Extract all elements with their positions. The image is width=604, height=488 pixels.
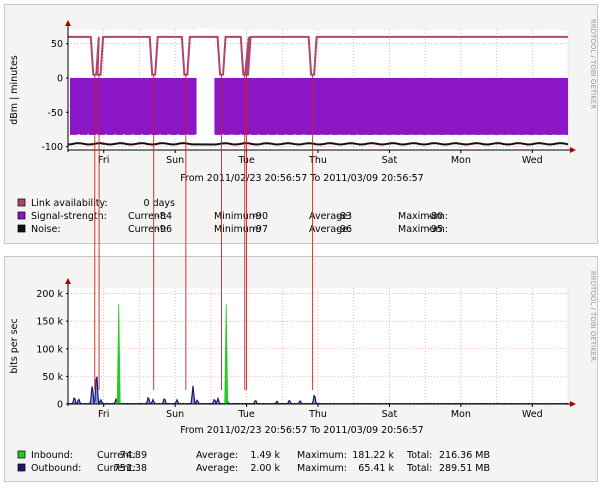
legend-swatch	[17, 450, 26, 459]
legend-stat-label: Total:	[406, 463, 432, 474]
x-tick-label: Sat	[382, 155, 398, 166]
legend-stat-label: Current:	[97, 450, 136, 461]
traffic-y-tick-labels: 0 50 k 100 k 150 k 200 k	[36, 289, 63, 410]
legend-stat-label: Minimum:	[214, 224, 261, 235]
x-tick-label: Fri	[98, 155, 109, 166]
traffic-gridlines	[67, 288, 569, 404]
legend-swatch	[17, 224, 26, 233]
legend-stat-value: -84	[156, 211, 172, 222]
legend-stat-label: Average:	[309, 211, 351, 222]
legend-stat-value: 2.00 k	[250, 463, 280, 474]
x-tick-label: Tue	[237, 409, 254, 420]
legend-swatch	[17, 463, 26, 472]
x-axis-arrow	[570, 401, 576, 407]
gap-blank	[196, 28, 215, 144]
legend-stat-value: 289.51 MB	[439, 463, 490, 474]
legend-stat-label: Maximum:	[297, 450, 347, 461]
y-tick-label: -100	[41, 142, 63, 153]
legend-series-name: Outbound:	[31, 463, 81, 474]
signal-range-label: From 2011/02/23 20:56:57 To 2011/03/09 2…	[180, 173, 423, 184]
y-axis-arrow	[65, 278, 71, 284]
legend-stat-value: 181.22 k	[352, 450, 394, 461]
signal-y-tick-labels: 50 0 -50 -100	[41, 39, 63, 153]
x-tick-label: Mon	[451, 409, 471, 420]
event-markers	[94, 74, 314, 390]
legend-series-name: Signal-strength:	[31, 211, 107, 222]
link-availability-line	[68, 35, 568, 76]
legend-series-name: Noise:	[31, 224, 61, 235]
legend-stat-value: -80	[427, 211, 443, 222]
y-tick-label: 200 k	[36, 289, 63, 300]
legend-stat-label: Maximum:	[398, 224, 448, 235]
traffic-axes	[65, 278, 576, 407]
legend-stat-value: 74.89	[120, 450, 147, 461]
legend-stat-label: Average:	[196, 450, 238, 461]
legend-stat-value: -95	[427, 224, 443, 235]
traffic-y-axis-label: bits per sec	[9, 318, 20, 373]
watermark: RRDTOOL / TOBI OETIKER	[589, 271, 597, 361]
legend-stat-label: Total:	[406, 450, 432, 461]
legend-stat-value: -83	[336, 211, 352, 222]
legend-stat-value: 751.38	[114, 463, 147, 474]
legend-stat-label: Current:	[128, 211, 167, 222]
x-tick-label: Fri	[98, 409, 109, 420]
legend-stat-value: 65.41 k	[358, 463, 394, 474]
y-tick-label: 0	[57, 400, 63, 411]
signal-lower-edge	[69, 134, 569, 140]
legend-stat-label: Maximum:	[398, 211, 448, 222]
y-axis-arrow	[65, 20, 71, 26]
x-tick-label: Wed	[522, 155, 543, 166]
legend-series-name: Link availability:	[31, 198, 108, 209]
x-axis-arrow	[570, 147, 576, 153]
legend-series-name: Inbound:	[31, 450, 73, 461]
traffic-x-tick-labels: Fri Sun Tue Thu Sat Mon Wed	[98, 409, 543, 420]
legend-stat-label: Current:	[97, 463, 136, 474]
x-tick-label: Sun	[166, 409, 184, 420]
y-tick-label: 50	[51, 39, 63, 50]
y-tick-label: -50	[47, 108, 63, 119]
y-tick-label: 0	[57, 74, 63, 85]
signal-y-axis-label: dBm | minutes	[9, 55, 20, 125]
x-tick-label: Sun	[166, 155, 184, 166]
y-tick-label: 150 k	[36, 317, 63, 328]
x-tick-label: Wed	[522, 409, 543, 420]
traffic-legend: Inbound: Current:74.89 Average: 1.49 k Maxim…	[17, 450, 490, 474]
legend-swatch	[17, 211, 26, 220]
legend-swatch	[17, 198, 26, 207]
legend-stat-label: Minimum:	[214, 211, 261, 222]
legend-stat-value: -90	[252, 211, 268, 222]
x-tick-label: Thu	[308, 155, 327, 166]
signal-legend: Link availability: 0 days Signal-strength:…	[17, 198, 448, 235]
noise-line	[67, 142, 569, 146]
legend-stat-label: Average:	[309, 224, 351, 235]
traffic-range-label: From 2011/02/23 20:56:57 To 2011/03/09 2…	[180, 425, 423, 436]
watermark: RRDTOOL / TOBI OETIKER	[589, 19, 597, 109]
signal-strength-area	[70, 78, 568, 135]
y-tick-label: 100 k	[36, 344, 63, 355]
legend-stat-value: -97	[252, 224, 268, 235]
legend-stat-value: -96	[336, 224, 352, 235]
y-tick-label: 50 k	[42, 372, 63, 383]
legend-stat-value: -96	[156, 224, 172, 235]
legend-stat-label: Average:	[196, 463, 238, 474]
signal-x-tick-labels: Fri Sun Tue Thu Sat Mon Wed	[98, 155, 543, 166]
x-tick-label: Mon	[451, 155, 471, 166]
legend-stat-label: Current:	[128, 224, 167, 235]
legend-stat-value: 1.49 k	[250, 450, 280, 461]
x-tick-label: Sat	[382, 409, 398, 420]
x-tick-label: Thu	[308, 409, 327, 420]
legend-stat-label: Maximum:	[297, 463, 347, 474]
legend-stat-value: 0 days	[144, 198, 176, 209]
legend-stat-value: 216.36 MB	[439, 450, 490, 461]
